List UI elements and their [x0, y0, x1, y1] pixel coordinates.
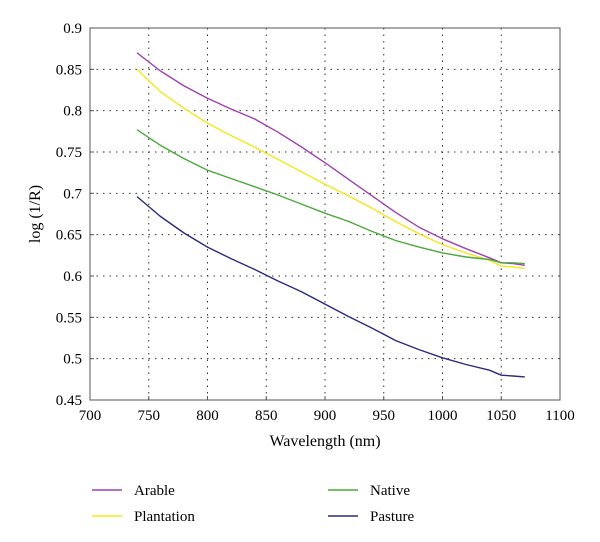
plot-frame	[89, 27, 561, 401]
x-tick-label: 950	[373, 408, 396, 424]
x-tick-label: 750	[138, 408, 161, 424]
series-lines	[136, 52, 525, 378]
y-tick-label: 0.7	[63, 186, 82, 202]
y-tick-label: 0.5	[63, 352, 82, 368]
x-tick-label: 1000	[428, 408, 458, 424]
legend-label-pasture: Pasture	[370, 509, 415, 525]
legend: Arable Plantation Native Pasture	[92, 483, 415, 525]
y-tick-label: 0.65	[56, 228, 82, 244]
y-tick-label: 0.6	[63, 269, 82, 285]
legend-label-plantation: Plantation	[134, 509, 195, 525]
series-line-arable	[136, 52, 525, 266]
grid	[90, 28, 560, 400]
y-tick-label: 0.75	[56, 145, 82, 161]
x-axis-ticks: 700 750 800 850 900 950 1000 1050 1100	[79, 396, 575, 424]
x-tick-label: 900	[314, 408, 337, 424]
x-tick-label: 850	[255, 408, 278, 424]
x-tick-label: 700	[79, 408, 102, 424]
y-tick-label: 0.9	[63, 21, 82, 37]
y-axis-ticks: 0.45 0.5 0.55 0.6 0.65 0.7 0.75 0.8 0.85 0.9	[56, 21, 94, 409]
legend-label-arable: Arable	[134, 483, 175, 499]
y-tick-label: 0.85	[56, 62, 82, 78]
series-line-native	[136, 129, 525, 265]
series-line-plantation	[136, 68, 525, 270]
y-tick-label: 0.45	[56, 393, 82, 409]
series-line-pasture	[136, 196, 525, 378]
y-tick-label: 0.55	[56, 310, 82, 326]
y-axis-title: log (1/R)	[27, 185, 44, 243]
x-tick-label: 1050	[486, 408, 516, 424]
x-tick-label: 1100	[545, 408, 574, 424]
x-tick-label: 800	[196, 408, 219, 424]
y-tick-label: 0.8	[63, 104, 82, 120]
legend-label-native: Native	[370, 483, 410, 499]
x-axis-title: Wavelength (nm)	[269, 433, 380, 450]
